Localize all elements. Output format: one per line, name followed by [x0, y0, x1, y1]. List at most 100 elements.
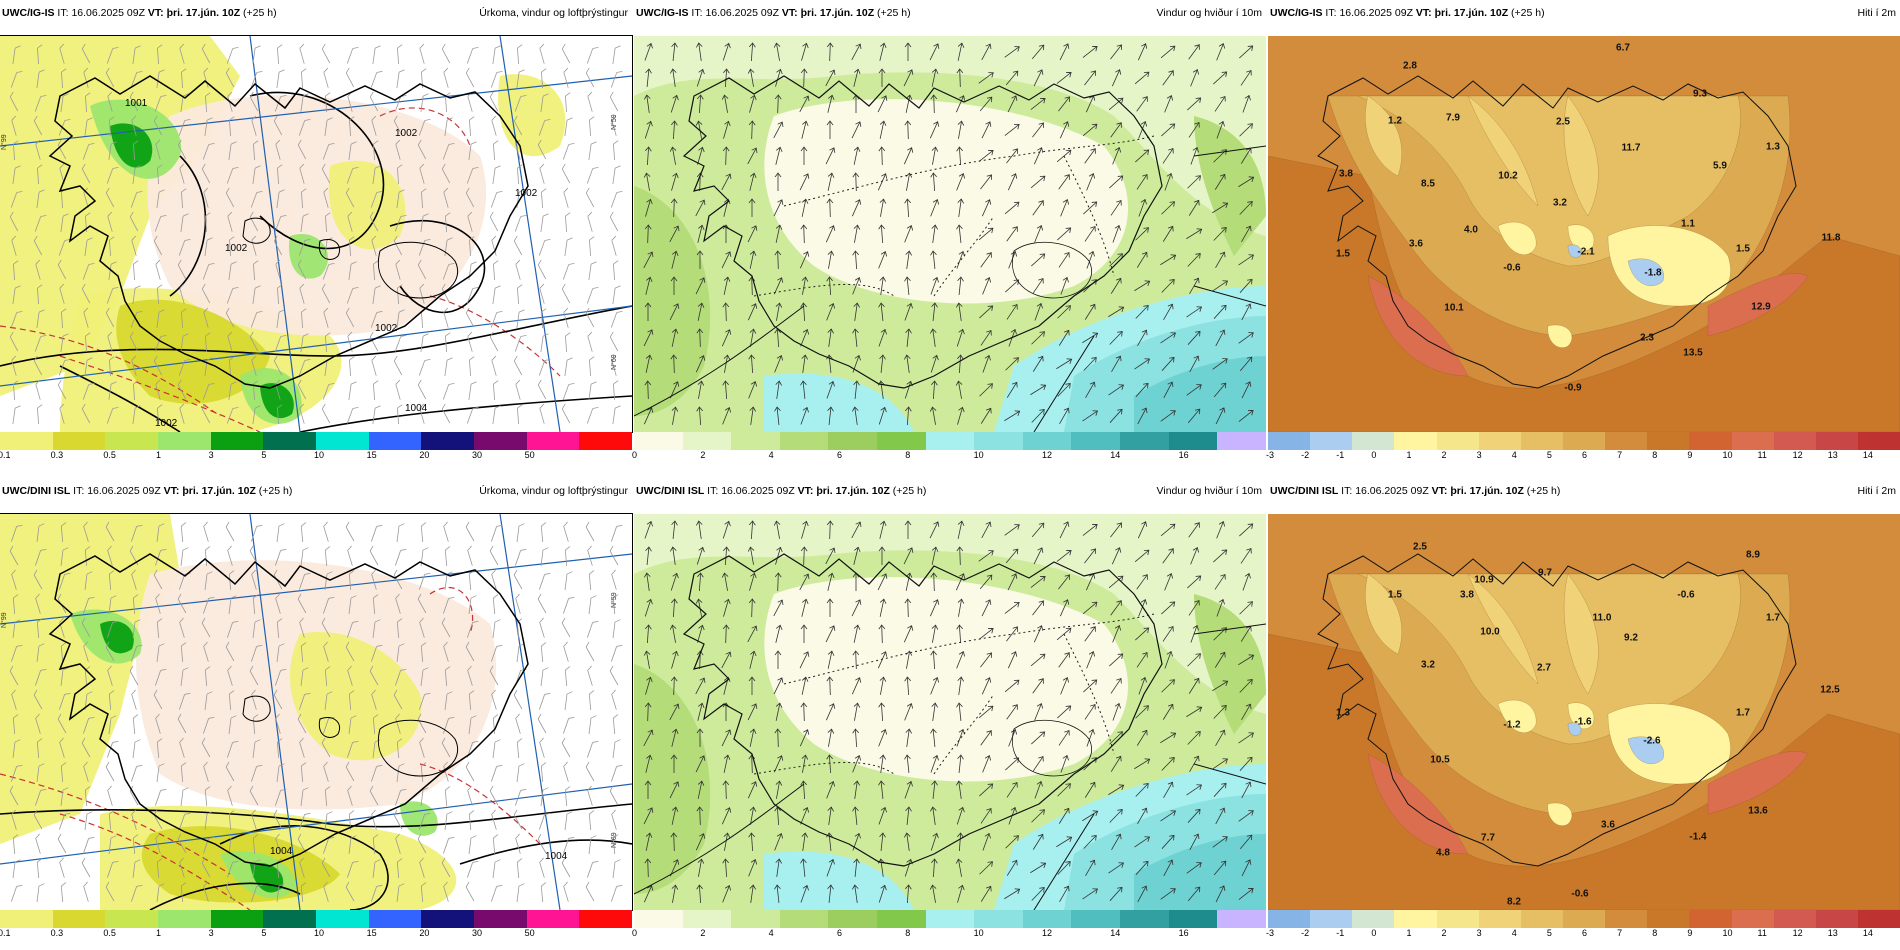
colorbar-swatch — [158, 432, 211, 450]
colorbar-swatch — [263, 910, 317, 928]
temp-colorbar — [1268, 432, 1900, 450]
colorbar-tick-label: 5 — [1546, 928, 1552, 938]
colorbar-tick-label: 1 — [156, 450, 162, 460]
colorbar-tick-label: 8 — [1652, 450, 1658, 460]
colorbar-tick-label: 20 — [419, 450, 430, 460]
colorbar-tick-label: 12 — [1792, 450, 1803, 460]
isobar-label: 1004 — [545, 851, 568, 862]
colorbar-swatch — [1436, 910, 1479, 928]
colorbar-swatch — [1562, 432, 1606, 450]
grid-label: N°59 — [610, 114, 618, 130]
colorbar-tick-label: 1 — [1406, 450, 1412, 460]
colorbar-swatch — [1773, 432, 1816, 450]
colorbar-tick-label: 10 — [314, 450, 325, 460]
colorbar-swatch — [682, 910, 732, 928]
temperature-label: 7.9 — [1446, 112, 1460, 124]
panel-title: Hiti í 2m — [1857, 7, 1896, 19]
colorbar-tick-label: 2 — [700, 928, 706, 938]
temperature-label: 8.5 — [1421, 178, 1435, 190]
colorbar-tick-label: 3 — [1476, 928, 1482, 938]
colorbar-tick-label: 0 — [632, 450, 638, 460]
colorbar-tick-label: 14 — [1862, 450, 1873, 460]
colorbar-tick-label: 1 — [1406, 928, 1412, 938]
temperature-label: -1.2 — [1503, 719, 1521, 731]
colorbar-tick-label: 5 — [261, 450, 267, 460]
colorbar-tick-label: -3 — [1266, 928, 1275, 938]
run-info: UWC/IG-IS IT: 16.06.2025 09Z VT: þri. 17… — [2, 0, 277, 26]
colorbar-swatch — [1478, 910, 1521, 928]
colorbar-swatch — [1520, 910, 1563, 928]
colorbar-tick-label: 14 — [1110, 928, 1121, 938]
precip-panel-row-0: UWC/IG-IS IT: 16.06.2025 09Z VT: þri. 17… — [0, 0, 633, 460]
colorbar-swatch — [1436, 432, 1479, 450]
colorbar-swatch — [52, 910, 106, 928]
colorbar-tick-label: 2 — [700, 450, 706, 460]
temperature-label: 6.7 — [1616, 42, 1630, 54]
it-label: IT: — [57, 7, 69, 19]
colorbar-tick-label: 14 — [1110, 450, 1121, 460]
colorbar-swatch — [158, 910, 211, 928]
colorbar-tick-label: 4 — [768, 450, 774, 460]
precip-colorbar — [0, 910, 633, 928]
colorbar-swatch — [682, 432, 732, 450]
colorbar-swatch — [1689, 910, 1732, 928]
temperature-label: 3.8 — [1339, 168, 1353, 180]
colorbar-swatch — [105, 432, 159, 450]
colorbar-swatch — [368, 910, 422, 928]
colorbar-tick-label: 8 — [905, 928, 911, 938]
precip-map-svg: 1004 1004 N°99 N°59 N°69 — [0, 514, 632, 910]
colorbar-swatch — [421, 910, 475, 928]
valid-time: þri. 17.jún. 10Z — [816, 485, 890, 497]
temperature-label: 10.2 — [1498, 170, 1518, 182]
colorbar-tick-label: 10 — [973, 450, 984, 460]
temperature-label: 8.2 — [1507, 896, 1521, 908]
colorbar-tick-label: 10 — [314, 928, 325, 938]
colorbar-swatch — [579, 910, 633, 928]
init-time: 16.06.2025 09Z — [1339, 7, 1413, 19]
temperature-label: 4.0 — [1464, 224, 1478, 236]
panel-title: Vindur og hviður í 10m — [1156, 485, 1262, 497]
it-label: IT: — [707, 485, 719, 497]
colorbar-tick-label: 15 — [366, 928, 377, 938]
temperature-label: 1.3 — [1766, 141, 1780, 153]
colorbar-swatch — [1071, 432, 1121, 450]
colorbar-swatch — [316, 910, 369, 928]
lead-time: (+25 h) — [258, 485, 293, 497]
colorbar-swatch — [1217, 910, 1266, 928]
colorbar-tick-label: 12 — [1792, 928, 1803, 938]
temperature-label: -1.6 — [1574, 716, 1592, 728]
it-label: IT: — [1325, 7, 1337, 19]
temperature-label: -0.9 — [1564, 382, 1582, 394]
vt-label: VT: — [147, 7, 164, 19]
model-name: UWC/DINI ISL — [1270, 485, 1339, 497]
panel-header: UWC/IG-IS IT: 16.06.2025 09Z VT: þri. 17… — [1268, 0, 1900, 26]
colorbar-swatch — [1689, 432, 1732, 450]
wind-map-svg — [634, 36, 1266, 432]
colorbar-swatch — [1647, 432, 1690, 450]
init-time: 16.06.2025 09Z — [705, 7, 779, 19]
colorbar-swatch — [1605, 910, 1648, 928]
colorbar-swatch — [634, 910, 683, 928]
colorbar-swatch — [1562, 910, 1606, 928]
colorbar-tick-label: 6 — [836, 928, 842, 938]
temperature-label: 10.9 — [1474, 574, 1494, 586]
colorbar-swatch — [263, 432, 317, 450]
temp-map: 6.7 2.8 9.3 1.2 7.9 2.5 11.7 1.3 3.8 8.5 10.2 5.9 3.… — [1268, 36, 1900, 432]
colorbar-tick-label: 5 — [1546, 450, 1552, 460]
wind-map — [634, 36, 1266, 432]
colorbar-labels: 0 2 4 6 8 10 12 14 16 — [632, 450, 1266, 462]
wind-panel-row-0: UWC/IG-IS IT: 16.06.2025 09Z VT: þri. 17… — [632, 0, 1266, 460]
temperature-label: 13.5 — [1683, 347, 1703, 359]
colorbar-tick-label: 11 — [1757, 450, 1767, 460]
colorbar-tick-label: 7 — [1617, 450, 1623, 460]
colorbar-swatch — [1310, 910, 1353, 928]
model-name: UWC/IG-IS — [2, 7, 55, 19]
temperature-label: 1.5 — [1736, 243, 1750, 255]
colorbar-swatch — [925, 432, 975, 450]
grid-label: N°69 — [610, 832, 618, 848]
colorbar-swatch — [974, 432, 1023, 450]
temperature-label: 2.3 — [1640, 332, 1654, 344]
colorbar-tick-label: 4 — [1511, 928, 1517, 938]
panel-header: UWC/DINI ISL IT: 16.06.2025 09Z VT: þri.… — [634, 478, 1266, 504]
lead-time: (+25 h) — [892, 485, 927, 497]
